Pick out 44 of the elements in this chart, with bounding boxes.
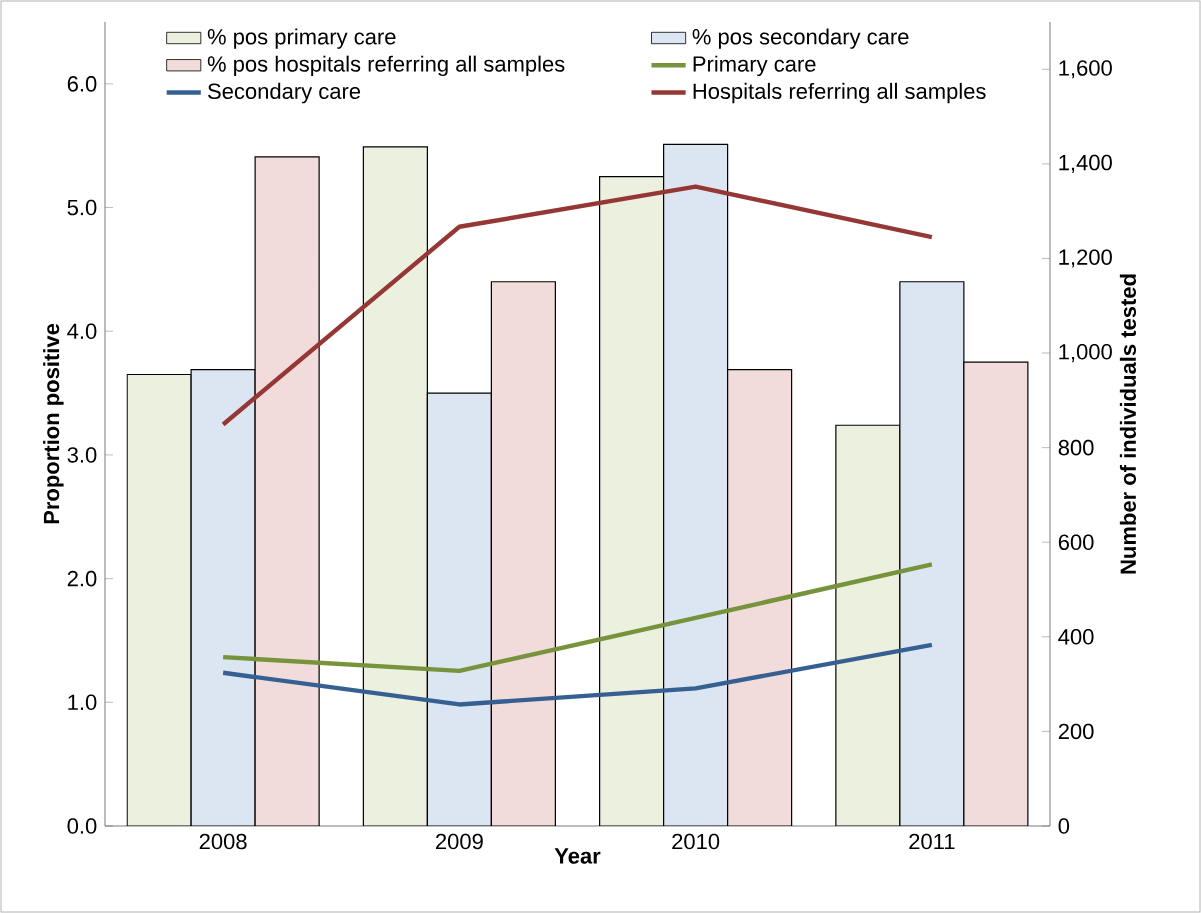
bar [835,424,901,826]
y-tick-label: 5.0 [67,199,97,216]
bar [963,361,1029,826]
y2-tick-label: 0 [1058,818,1070,834]
y-tick-label: 3.0 [67,447,97,463]
y2-tick-label: 1,000 [1059,343,1112,363]
bar [490,281,556,826]
x-tick-label: 2011 [909,833,955,850]
y2-tick-label: 1,200 [1059,249,1112,268]
y2-tick-label: 1,600 [1059,60,1112,79]
y-tick-label: 6.0 [67,76,97,92]
legend-label: Primary care [693,55,816,77]
bar [599,176,665,826]
bar [362,146,428,826]
y-tick-label: 4.0 [67,323,97,340]
y2-tick-label: 600 [1058,534,1094,551]
bar [899,281,965,826]
y2-tick-label: 200 [1058,723,1094,740]
legend-label: % pos secondary care [692,28,909,49]
y2-axis-title: Number of individuals tested [1119,274,1137,574]
x-tick-label: 2010 [672,833,720,850]
legend-label: Secondary care [208,82,361,104]
x-tick-label: 2008 [199,833,247,850]
y2-tick-label: 800 [1058,439,1094,456]
y-tick-label: 0.0 [67,818,97,834]
x-tick-label: 2009 [436,833,483,850]
line-series [220,184,935,427]
line-series [220,642,935,707]
y2-tick-label: 1,400 [1059,154,1112,173]
legend-label: Hospitals referring all samples [693,82,986,104]
x-axis-title: Year [554,848,601,864]
y-tick-label: 2.0 [67,570,97,587]
line-series [220,562,935,674]
y-axis-title: Proportion positive [43,323,64,524]
legend-label: % pos hospitals referring all samples [207,55,565,77]
bar [663,143,729,826]
bar [190,368,256,826]
bar [727,368,793,826]
y2-tick-label: 400 [1058,629,1094,645]
y-tick-label: 1.0 [68,694,97,711]
bar [254,156,320,826]
bar [426,392,492,826]
bar [126,373,192,826]
legend-label: % pos primary care [207,28,396,49]
